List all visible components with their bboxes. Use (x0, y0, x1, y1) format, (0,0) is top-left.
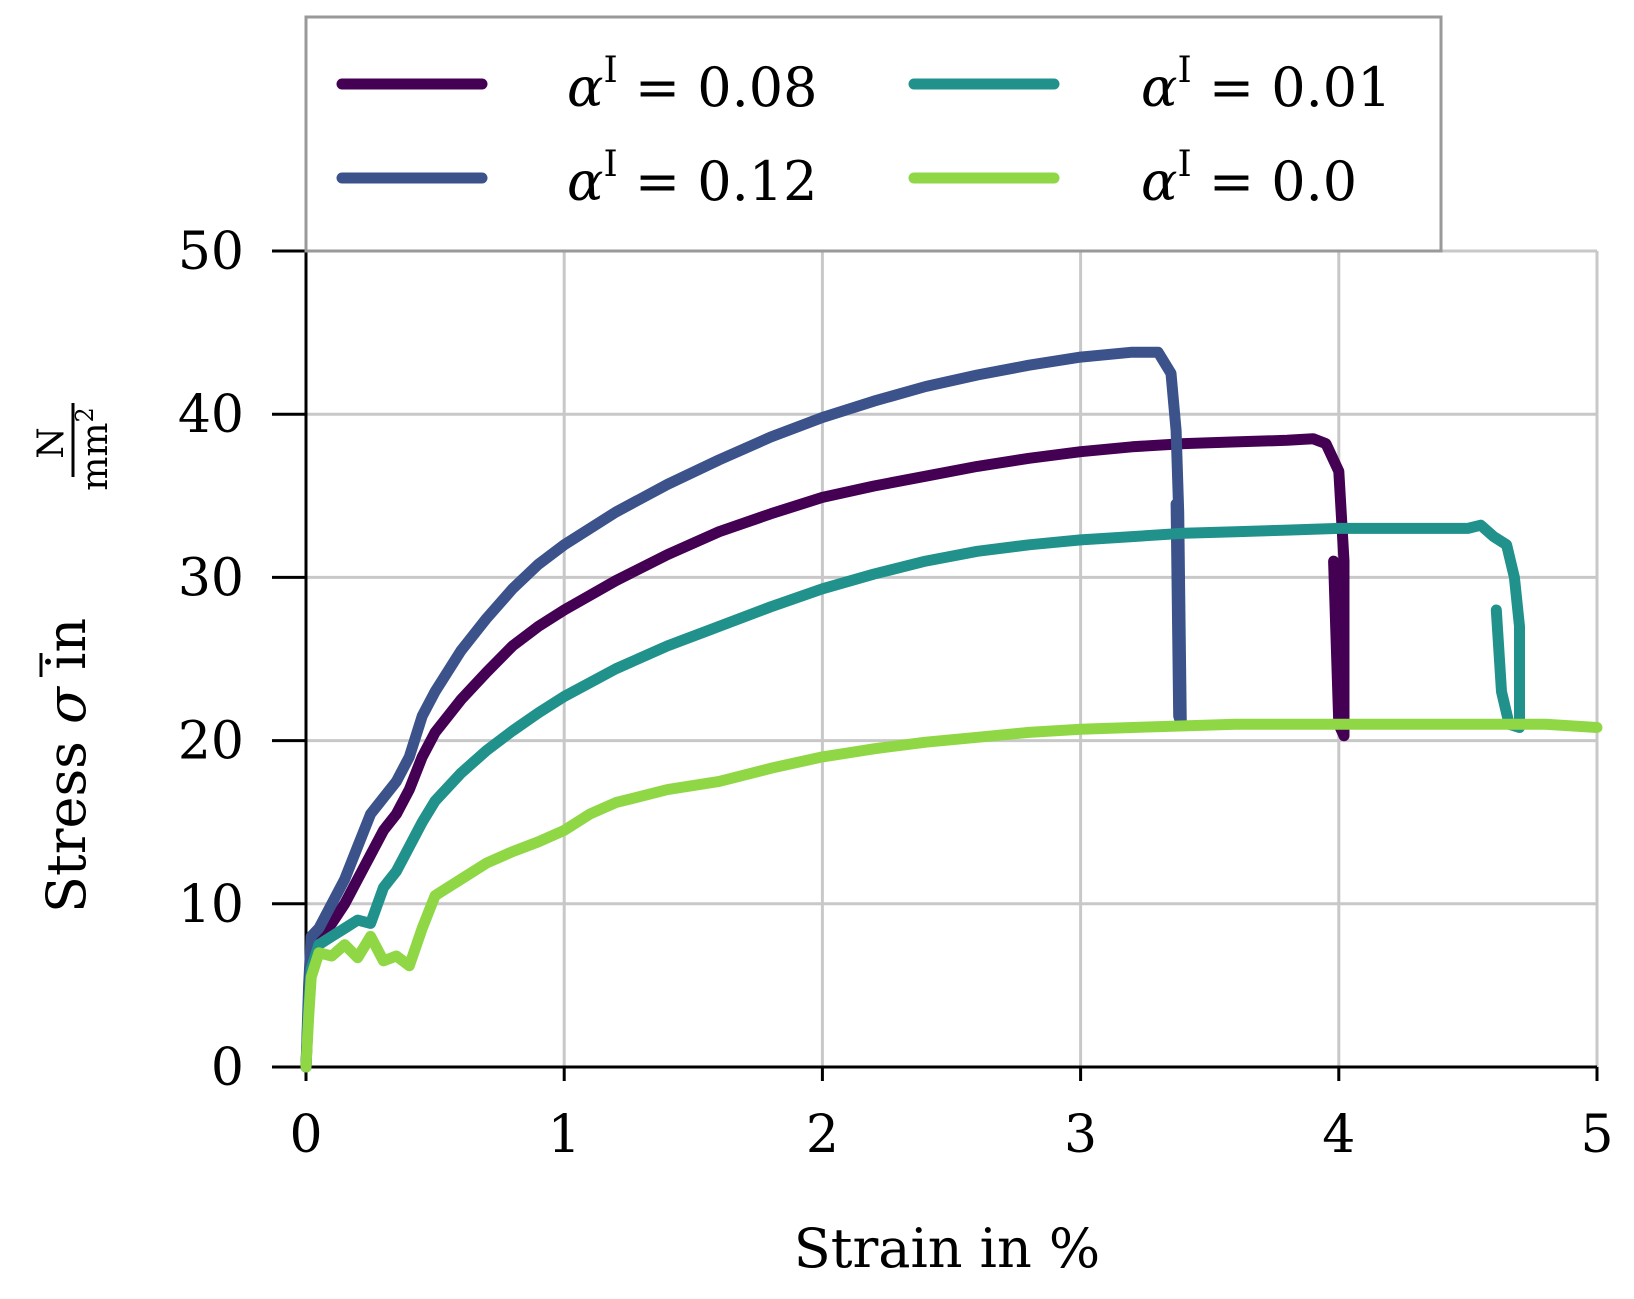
svg-text:Stress σ in: Stress σ in (35, 618, 98, 913)
legend-item-alpha-0.0: αI = 0.0 (908, 144, 1357, 213)
legend-item-alpha-0.01: αI = 0.01 (908, 50, 1392, 119)
y-tick-label: 50 (178, 222, 244, 282)
y-tick-label: 30 (178, 548, 244, 608)
legend-item-alpha-0.12: αI = 0.12 (336, 144, 818, 213)
axes (272, 249, 1599, 1081)
y-axis-unit-numerator: N (31, 427, 72, 459)
y-tick-label: 0 (211, 1038, 244, 1098)
series-line-alpha-0.01 (300, 519, 1525, 1073)
y-tick-label: 40 (178, 385, 244, 445)
y-axis-unit-exponent: 2 (71, 407, 99, 422)
legend-box (304, 15, 1443, 253)
x-tick-label: 2 (806, 1105, 839, 1165)
series-lines (300, 346, 1603, 1073)
x-tick-label: 4 (1322, 1105, 1355, 1165)
y-axis-label-middle: in (35, 618, 98, 687)
y-axis-label-symbol: σ (35, 685, 98, 724)
legend: αI = 0.08 αI = 0.12 αI = 0.01 αI = 0.0 (304, 15, 1443, 253)
series-line-alpha-0.0 (300, 718, 1603, 1073)
y-tick-label: 10 (178, 875, 244, 935)
y-axis-label-prefix: Stress (35, 724, 98, 913)
x-tick-label: 5 (1580, 1105, 1613, 1165)
legend-label: αI = 0.0 (1141, 144, 1357, 213)
legend-item-alpha-0.08: αI = 0.08 (336, 50, 818, 119)
svg-text:mm2: mm2 (71, 407, 116, 491)
y-tick-label: 20 (178, 712, 244, 772)
legend-label: αI = 0.01 (1141, 50, 1392, 119)
series-line-alpha-0.08 (300, 433, 1350, 1073)
x-tick-label: 0 (289, 1105, 322, 1165)
x-tick-label: 1 (548, 1105, 581, 1165)
x-tick-label: 3 (1064, 1105, 1097, 1165)
y-axis-unit-denominator: mm (75, 423, 116, 491)
legend-label: αI = 0.08 (567, 50, 818, 119)
legend-label: αI = 0.12 (567, 144, 818, 213)
y-axis-label: Stress σ in N mm2 (31, 403, 116, 913)
x-axis-label: Strain in % (794, 1217, 1100, 1280)
series-line-alpha-0.12 (300, 346, 1187, 1073)
